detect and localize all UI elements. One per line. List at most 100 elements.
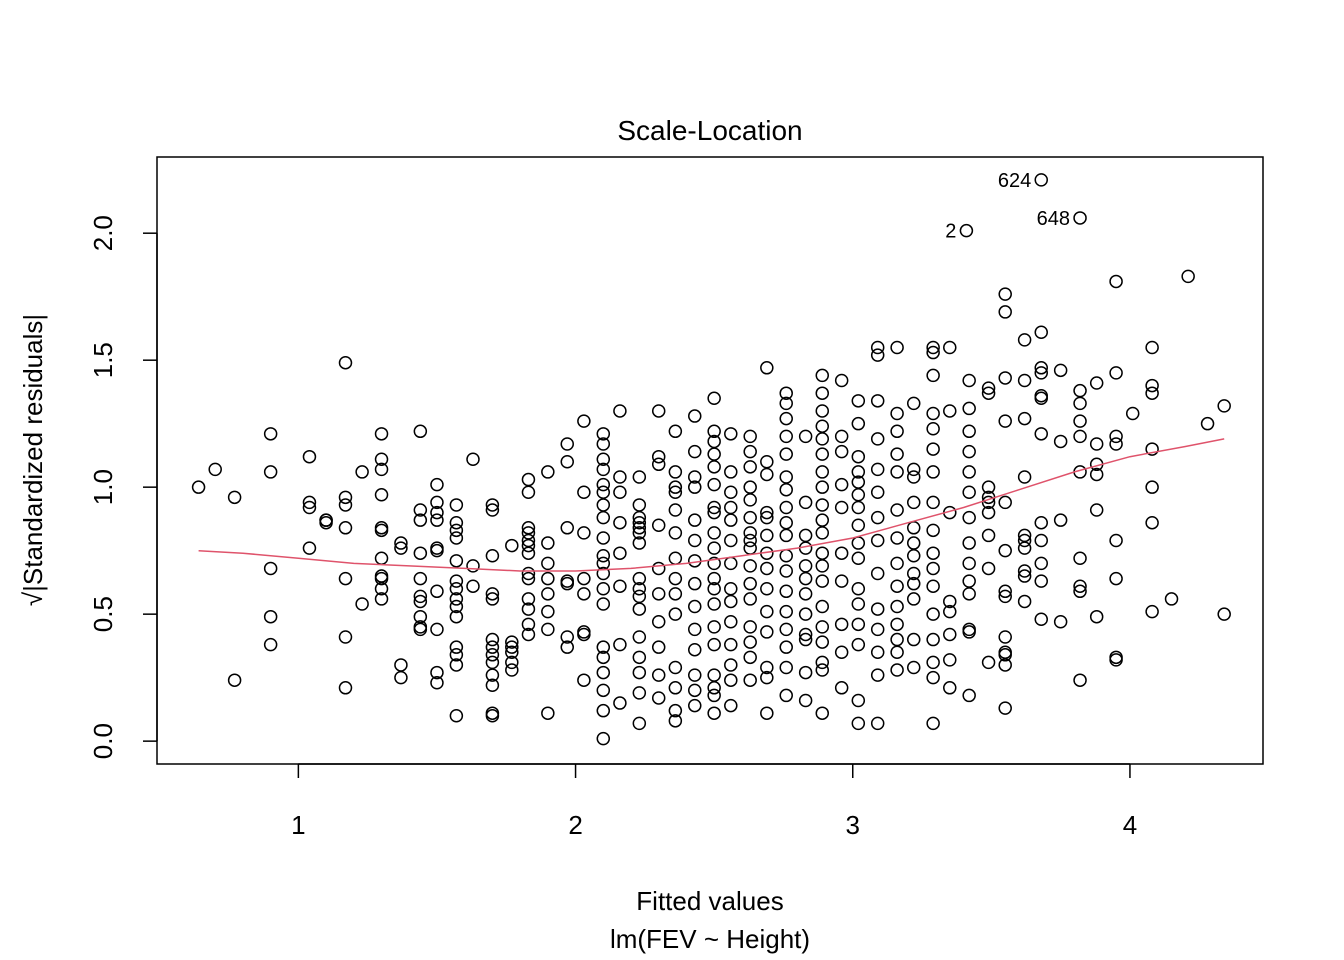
data-point <box>577 587 591 601</box>
data-point <box>541 556 555 571</box>
data-point <box>1073 211 1087 225</box>
data-point <box>779 482 793 497</box>
data-point <box>1034 612 1048 626</box>
data-point <box>870 348 885 362</box>
data-point <box>668 714 683 728</box>
data-point <box>962 556 976 571</box>
data-point <box>1034 533 1048 548</box>
data-point <box>613 470 627 484</box>
data-point <box>227 673 242 687</box>
data-point <box>760 505 774 520</box>
data-point <box>541 706 555 720</box>
data-point <box>1034 574 1048 588</box>
data-point <box>1073 383 1087 398</box>
data-point <box>651 691 666 705</box>
data-point <box>743 592 757 606</box>
data-point <box>815 574 830 588</box>
data-point <box>1034 391 1048 406</box>
data-point <box>596 703 611 718</box>
data-point <box>779 386 793 400</box>
data-point <box>815 447 830 461</box>
data-point <box>1017 594 1032 609</box>
data-point <box>707 668 721 682</box>
data-point <box>890 465 904 479</box>
data-point <box>834 546 849 560</box>
data-point <box>707 571 721 586</box>
data-point <box>998 648 1012 662</box>
data-point <box>688 444 702 459</box>
data-point <box>1073 429 1087 444</box>
data-point <box>724 637 738 652</box>
data-point <box>596 452 611 466</box>
data-point <box>890 340 904 355</box>
data-point <box>724 465 738 479</box>
data-point <box>688 642 702 657</box>
data-point <box>466 559 480 573</box>
data-point <box>707 424 721 439</box>
data-point <box>798 495 813 510</box>
data-point <box>724 658 738 672</box>
data-point <box>870 510 885 525</box>
data-point <box>998 543 1012 558</box>
data-point <box>521 617 536 632</box>
data-point <box>596 548 611 563</box>
data-point <box>613 404 627 418</box>
data-point <box>613 579 627 593</box>
data-point <box>815 663 830 677</box>
data-point <box>505 635 519 649</box>
data-point <box>449 599 464 614</box>
data-point <box>449 582 464 596</box>
data-point <box>596 731 611 746</box>
data-point <box>1017 373 1032 388</box>
data-point <box>926 368 940 383</box>
data-point <box>338 498 353 512</box>
data-point <box>743 559 757 573</box>
data-point <box>374 582 389 596</box>
data-point <box>430 675 444 690</box>
data-point <box>338 521 353 535</box>
data-point <box>851 488 866 502</box>
data-point <box>1073 673 1087 687</box>
data-point <box>505 655 519 670</box>
data-point <box>760 455 774 469</box>
data-point <box>851 693 866 708</box>
data-point <box>668 681 683 695</box>
data-point <box>962 401 976 416</box>
data-point <box>688 470 702 484</box>
data-point <box>613 515 627 530</box>
data-point <box>521 485 536 499</box>
data-point <box>1089 503 1104 517</box>
data-points <box>191 173 1231 746</box>
data-point <box>815 419 830 433</box>
data-point <box>521 546 536 560</box>
data-point <box>651 668 666 682</box>
data-point <box>743 510 757 525</box>
data-point <box>743 533 757 548</box>
data-point <box>926 716 940 731</box>
data-point <box>1034 366 1048 380</box>
data-point <box>926 670 940 685</box>
data-point <box>651 518 666 533</box>
data-point <box>521 602 536 616</box>
data-point <box>798 632 813 647</box>
data-point <box>851 416 866 431</box>
data-point <box>962 536 976 550</box>
data-point <box>1089 437 1104 451</box>
data-point <box>943 653 957 667</box>
data-point <box>1089 467 1104 482</box>
data-point <box>724 673 738 687</box>
data-point <box>632 510 647 525</box>
data-point <box>760 510 774 525</box>
data-point <box>779 622 793 637</box>
data-point <box>541 604 555 619</box>
data-point <box>834 645 849 660</box>
data-point <box>632 589 647 604</box>
data-point <box>998 305 1012 319</box>
data-point <box>596 531 611 545</box>
data-point <box>668 424 683 439</box>
data-point <box>1053 363 1068 378</box>
y-tick-label: 1.5 <box>88 342 118 378</box>
data-point <box>449 574 464 588</box>
data-point <box>760 467 774 482</box>
data-point <box>926 340 940 355</box>
